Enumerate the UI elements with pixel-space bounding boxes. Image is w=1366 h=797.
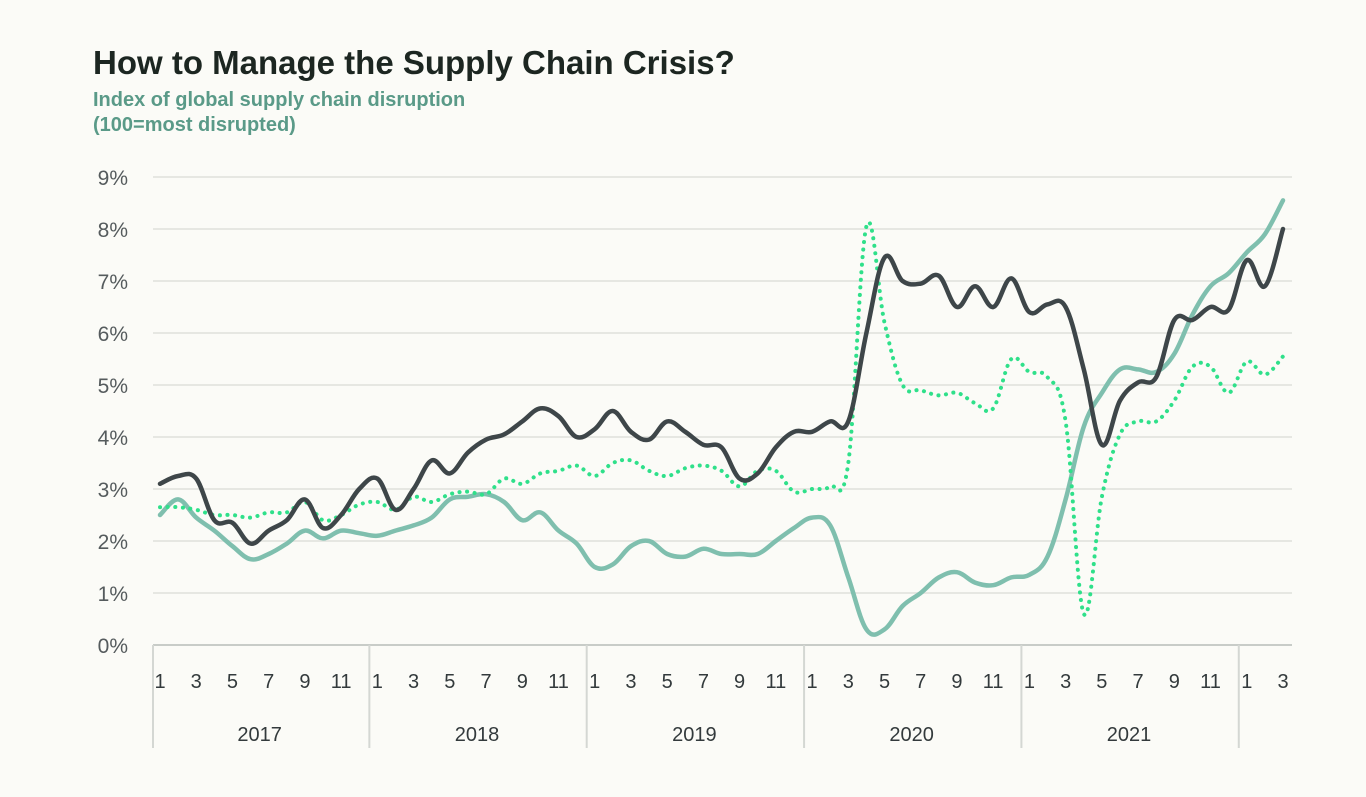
x-tick-label: 5	[662, 671, 673, 693]
x-tick-label: 1	[372, 671, 383, 693]
x-tick-label: 7	[915, 671, 926, 693]
x-tick-label: 5	[227, 671, 238, 693]
x-tick-label: 9	[517, 671, 528, 693]
x-tick-label: 9	[951, 671, 962, 693]
year-label: 2020	[889, 724, 934, 746]
y-tick-label: 8%	[98, 219, 128, 242]
x-tick-label: 3	[843, 671, 854, 693]
x-tick-label: 1	[154, 671, 165, 693]
x-tick-label: 11	[548, 671, 569, 693]
x-tick-label: 3	[1277, 671, 1288, 693]
x-tick-label: 7	[698, 671, 709, 693]
series-lines	[157, 198, 1286, 637]
y-tick-label: 9%	[98, 167, 128, 190]
x-tick-label: 11	[1200, 671, 1221, 693]
y-tick-label: 2%	[98, 531, 128, 554]
series-line-1	[157, 198, 1286, 637]
year-label: 2018	[455, 724, 500, 746]
x-tick-label: 5	[879, 671, 890, 693]
chart-subtitle: Index of global supply chain disruption …	[93, 89, 466, 136]
y-tick-label: 1%	[98, 583, 128, 606]
x-tick-label: 7	[1133, 671, 1144, 693]
x-tick-label: 9	[734, 671, 745, 693]
x-tick-label: 3	[191, 671, 202, 693]
x-tick-label: 1	[1241, 671, 1252, 693]
x-tick-label: 5	[444, 671, 455, 693]
x-tick-label: 3	[408, 671, 419, 693]
x-tick-label: 5	[1096, 671, 1107, 693]
x-tick-label: 11	[983, 671, 1004, 693]
y-tick-label: 4%	[98, 427, 128, 450]
x-tick-label: 11	[331, 671, 352, 693]
x-tick-label: 9	[299, 671, 310, 693]
y-tick-label: 0%	[98, 635, 128, 658]
y-tick-label: 5%	[98, 375, 128, 398]
y-tick-label: 6%	[98, 323, 128, 346]
x-tick-label: 1	[589, 671, 600, 693]
year-label: 2019	[672, 724, 717, 746]
y-tick-label: 7%	[98, 271, 128, 294]
series-line-0	[157, 226, 1286, 546]
x-tick-label: 1	[1024, 671, 1035, 693]
chart-title: How to Manage the Supply Chain Crisis?	[93, 44, 735, 81]
x-tick-label: 3	[1060, 671, 1071, 693]
y-tick-label: 3%	[98, 479, 128, 502]
year-label: 2021	[1107, 724, 1152, 746]
y-axis: 0% 1% 2% 3% 4% 5% 6% 7% 8% 9%	[98, 167, 128, 658]
x-tick-label: 11	[765, 671, 786, 693]
x-tick-label: 3	[625, 671, 636, 693]
x-tick-label: 9	[1169, 671, 1180, 693]
grid-lines	[153, 176, 1292, 646]
x-tick-label: 7	[263, 671, 274, 693]
x-tick-label: 7	[480, 671, 491, 693]
x-tick-label: 1	[807, 671, 818, 693]
year-label: 2017	[237, 724, 282, 746]
